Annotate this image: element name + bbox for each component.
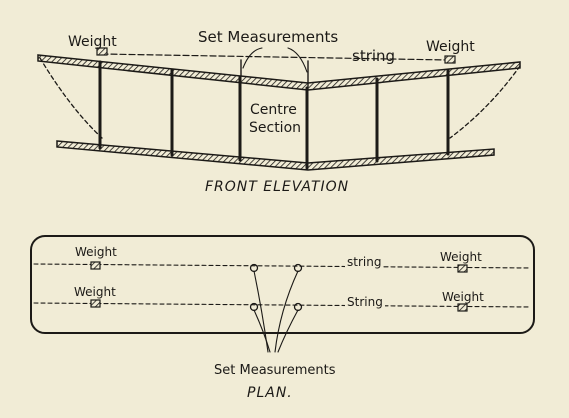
- plan-string-top-label: string: [345, 255, 384, 269]
- plan-weight-top-right-label: Weight: [440, 250, 482, 264]
- front-string-line: [101, 53, 450, 61]
- front-measure-leader-right: [287, 47, 308, 73]
- plan-weight-top-left: [90, 261, 101, 270]
- centre-label: Centre: [250, 102, 297, 118]
- plan-weight-top-right: [457, 264, 468, 273]
- plan-weight-bottom-left: [90, 299, 101, 308]
- plan-string-bottom-label: String: [345, 295, 385, 309]
- plan-measure-leaders: [253, 270, 299, 353]
- bottom-wing: [56, 140, 495, 171]
- plan-weight-bottom-right-label: Weight: [442, 290, 484, 304]
- front-elevation: [37, 47, 521, 171]
- front-set-measurements-label: Set Measurements: [198, 28, 339, 46]
- plan-string-top: [33, 263, 531, 269]
- plan-weight-bottom-right: [457, 303, 468, 312]
- plan-string-bottom: [33, 302, 531, 308]
- plan-weight-top-left-label: Weight: [75, 245, 117, 259]
- plan-weight-bottom-left-label: Weight: [74, 285, 116, 299]
- front-measure-leader-left: [242, 47, 263, 69]
- left-overhang-strut: [39, 57, 103, 139]
- front-weight-left-label: Weight: [68, 34, 117, 50]
- interplane-struts: [98, 60, 450, 170]
- plan-set-measurements-label: Set Measurements: [214, 363, 336, 378]
- front-weight-right: [444, 55, 456, 64]
- plan-caption: PLAN.: [247, 385, 293, 401]
- front-string-label: string: [352, 47, 396, 65]
- section-label: Section: [249, 120, 302, 136]
- front-weight-right-label: Weight: [426, 39, 475, 55]
- plan-wing-outline: [30, 235, 535, 334]
- plan-view: [30, 235, 535, 353]
- front-elevation-caption: FRONT ELEVATION: [205, 179, 350, 195]
- front-weight-left: [96, 47, 108, 56]
- right-overhang-strut: [449, 65, 521, 139]
